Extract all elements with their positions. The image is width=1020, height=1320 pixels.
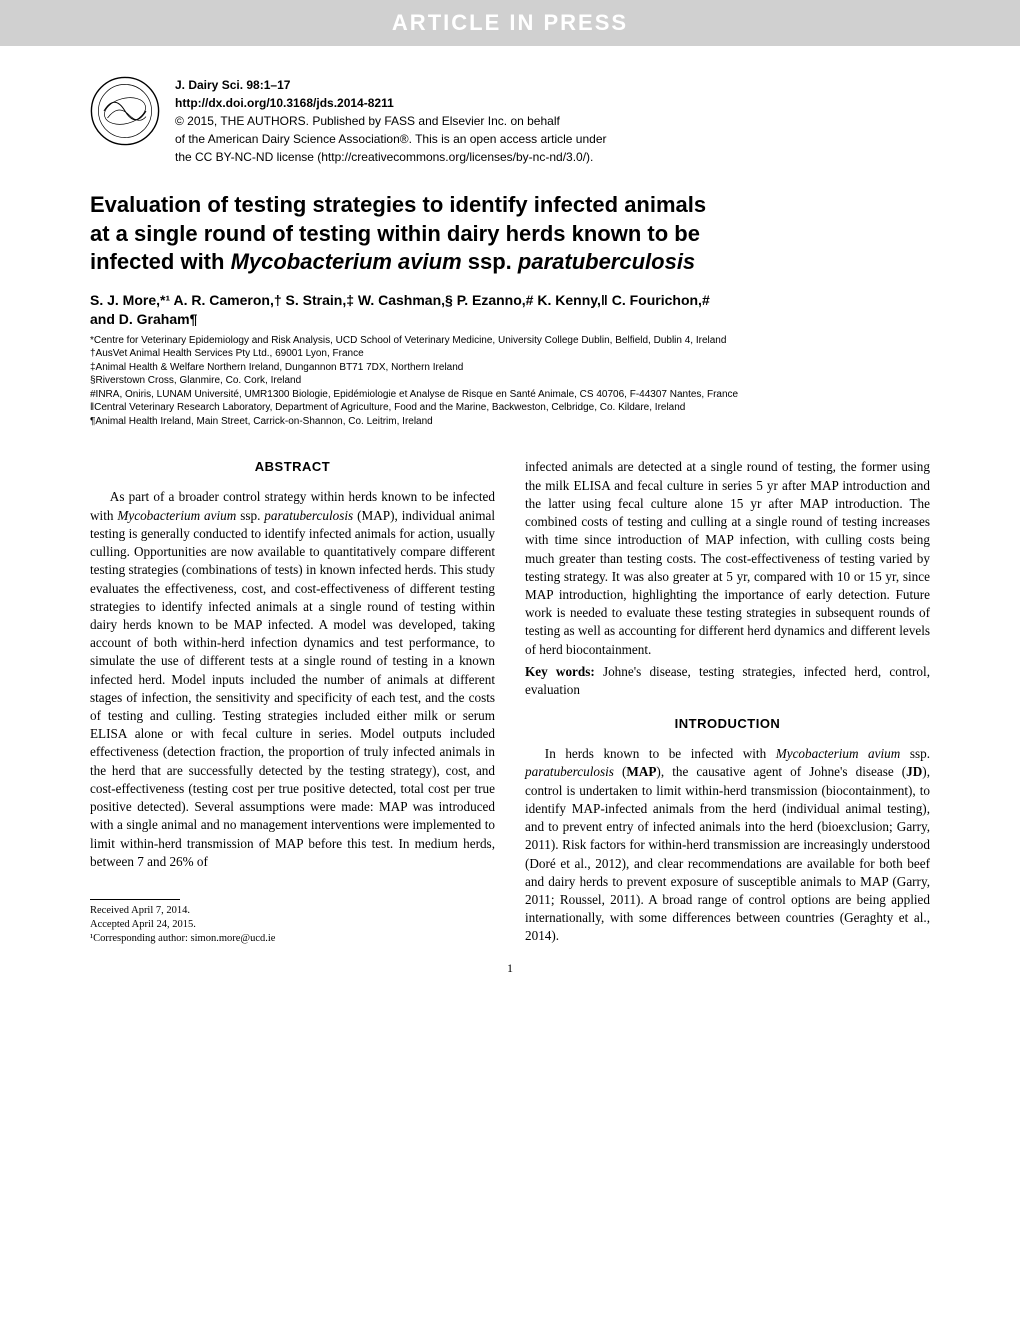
copyright-line-3: the CC BY-NC-ND license (http://creative… xyxy=(175,148,607,166)
intro-abbrev-map: MAP xyxy=(626,764,656,779)
affiliation-4: §Riverstown Cross, Glanmire, Co. Cork, I… xyxy=(90,374,930,388)
journal-meta: J. Dairy Sci. 98:1–17 http://dx.doi.org/… xyxy=(175,76,607,166)
intro-abbrev-jd: JD xyxy=(906,764,922,779)
journal-doi: http://dx.doi.org/10.3168/jds.2014-8211 xyxy=(175,94,607,112)
footnote-corresponding: ¹Corresponding author: simon.more@ucd.ie xyxy=(90,932,495,946)
authors-line-2: and D. Graham¶ xyxy=(90,310,930,330)
intro-text-g: ), the causative agent of Johne's diseas… xyxy=(656,764,906,779)
page-content: J. Dairy Sci. 98:1–17 http://dx.doi.org/… xyxy=(0,46,1020,996)
affiliation-3: ‡Animal Health & Welfare Northern Irelan… xyxy=(90,361,930,375)
footnote-received: Received April 7, 2014. xyxy=(90,904,495,918)
affiliation-7: ¶Animal Health Ireland, Main Street, Car… xyxy=(90,415,930,429)
intro-species-2: paratuberculosis xyxy=(525,764,614,779)
abstract-paragraph: As part of a broader control strategy wi… xyxy=(90,488,495,871)
intro-text-a: In herds known to be infected with xyxy=(545,746,776,761)
affiliation-6: ‖Central Veterinary Research Laboratory,… xyxy=(90,401,930,415)
affiliation-5: #INRA, Oniris, LUNAM Université, UMR1300… xyxy=(90,388,930,402)
title-species-1: Mycobacterium avium xyxy=(231,249,462,274)
intro-species-1: Mycobacterium avium xyxy=(776,746,901,761)
page-number: 1 xyxy=(90,961,930,976)
abstract-text-c: ssp. xyxy=(236,508,264,523)
abstract-species-1: Mycobacterium avium xyxy=(117,508,236,523)
left-column: ABSTRACT As part of a broader control st… xyxy=(90,458,495,946)
intro-text-e: ( xyxy=(614,764,626,779)
affiliation-1: *Centre for Veterinary Epidemiology and … xyxy=(90,334,930,348)
authors: S. J. More,*¹ A. R. Cameron,† S. Strain,… xyxy=(90,291,930,330)
article-title: Evaluation of testing strategies to iden… xyxy=(90,191,930,277)
abstract-continuation: infected animals are detected at a singl… xyxy=(525,458,930,658)
two-column-body: ABSTRACT As part of a broader control st… xyxy=(90,458,930,946)
title-species-2: paratuberculosis xyxy=(518,249,695,274)
right-column: infected animals are detected at a singl… xyxy=(525,458,930,946)
article-in-press-banner: ARTICLE IN PRESS xyxy=(0,0,1020,46)
title-line-1: Evaluation of testing strategies to iden… xyxy=(90,192,706,217)
introduction-heading: INTRODUCTION xyxy=(525,715,930,733)
intro-text-c: ssp. xyxy=(900,746,930,761)
introduction-paragraph: In herds known to be infected with Mycob… xyxy=(525,745,930,945)
title-line-3-prefix: infected with xyxy=(90,249,231,274)
abstract-text-e: (MAP), individual animal testing is gene… xyxy=(90,508,495,869)
keywords-label: Key words: xyxy=(525,664,595,679)
title-line-3-mid: ssp. xyxy=(462,249,518,274)
abstract-species-2: paratuberculosis xyxy=(264,508,353,523)
abstract-heading: ABSTRACT xyxy=(90,458,495,476)
title-line-2: at a single round of testing within dair… xyxy=(90,221,700,246)
copyright-line-1: © 2015, THE AUTHORS. Published by FASS a… xyxy=(175,112,607,130)
journal-citation: J. Dairy Sci. 98:1–17 xyxy=(175,76,607,94)
authors-line-1: S. J. More,*¹ A. R. Cameron,† S. Strain,… xyxy=(90,291,930,311)
journal-logo xyxy=(90,76,160,146)
affiliation-2: †AusVet Animal Health Services Pty Ltd.,… xyxy=(90,347,930,361)
copyright-line-2: of the American Dairy Science Associatio… xyxy=(175,130,607,148)
keywords: Key words: Johne's disease, testing stra… xyxy=(525,663,930,699)
footnotes: Received April 7, 2014. Accepted April 2… xyxy=(90,904,495,947)
footnote-rule xyxy=(90,899,180,900)
footnote-accepted: Accepted April 24, 2015. xyxy=(90,918,495,932)
affiliations: *Centre for Veterinary Epidemiology and … xyxy=(90,334,930,429)
intro-text-i: ), control is undertaken to limit within… xyxy=(525,764,930,943)
header-row: J. Dairy Sci. 98:1–17 http://dx.doi.org/… xyxy=(90,76,930,166)
